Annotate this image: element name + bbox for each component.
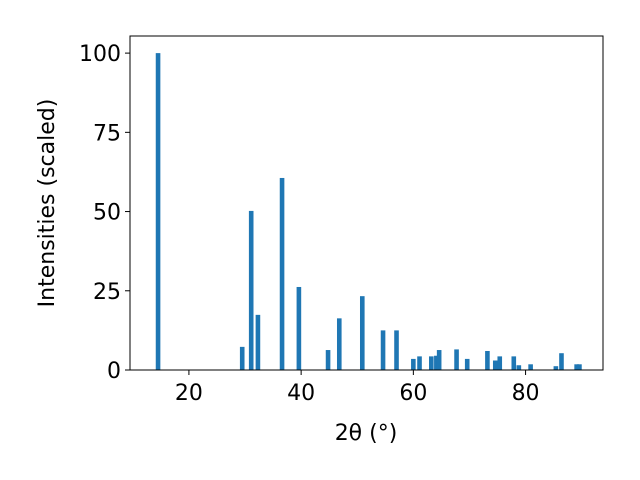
bar: [155, 53, 161, 371]
bar: [485, 350, 490, 370]
bar: [248, 210, 254, 370]
bar: [553, 366, 559, 370]
bar: [497, 356, 503, 370]
y-tick-label: 75: [93, 121, 121, 146]
bar: [511, 356, 517, 370]
y-tick-label: 0: [107, 359, 121, 384]
bar: [559, 353, 564, 370]
bar: [417, 356, 422, 370]
bar: [577, 364, 582, 370]
bar: [492, 360, 498, 370]
y-tick-label: 50: [93, 201, 121, 226]
bar: [516, 365, 522, 370]
bar: [528, 364, 533, 370]
y-tick-label: 100: [79, 42, 121, 67]
bar: [336, 318, 342, 370]
bar: [380, 330, 386, 370]
y-tick-label: 25: [93, 280, 121, 305]
bar: [255, 314, 261, 370]
bar: [325, 350, 331, 370]
bar: [359, 296, 365, 370]
y-axis-label: Intensities (scaled): [35, 99, 60, 308]
bar: [434, 355, 439, 370]
bar: [296, 286, 302, 370]
bar: [394, 330, 399, 370]
bar: [411, 358, 416, 370]
x-tick-label: 80: [512, 381, 540, 406]
bar: [464, 358, 470, 370]
x-tick-label: 60: [399, 381, 427, 406]
bar: [429, 356, 434, 370]
bar: [454, 349, 459, 370]
plot-frame: [129, 35, 604, 371]
bar: [574, 364, 579, 370]
x-tick-label: 40: [287, 381, 315, 406]
bar: [436, 350, 442, 370]
bar: [279, 177, 285, 370]
bar: [239, 346, 245, 370]
x-tick-label: 20: [175, 381, 203, 406]
x-axis-label: 2θ (°): [335, 421, 398, 446]
